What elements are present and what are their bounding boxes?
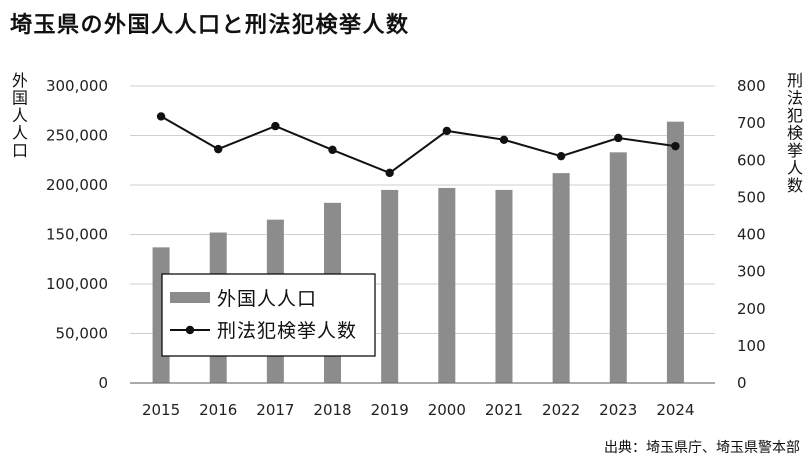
marker-2023 xyxy=(614,133,623,143)
legend-box xyxy=(161,273,376,357)
y-tick-label-right: 300 xyxy=(737,263,766,281)
y-tick-label-right: 100 xyxy=(737,337,766,355)
tick-labels: 0 50,000 100,000 150,000 200,000 250,000 300,0… xyxy=(46,77,766,419)
x-tick-label: 2023 xyxy=(599,401,637,419)
y-tick-label-left: 200,000 xyxy=(46,176,108,194)
y-axis-label-left: 外国人人口 xyxy=(9,72,28,160)
x-tick-label: 2019 xyxy=(371,401,409,419)
chart-title: 埼玉県の外国人人口と刑法犯検挙人数 xyxy=(10,13,410,38)
legend: 外国人人口 刑法犯検挙人数 xyxy=(161,273,376,357)
bar-2021 xyxy=(495,189,513,383)
y-tick-label-left: 0 xyxy=(98,374,108,392)
bar-2000 xyxy=(438,187,456,383)
series-line xyxy=(160,115,676,174)
x-tick-label: 2024 xyxy=(656,401,694,419)
line-series xyxy=(156,112,680,178)
bar-2023 xyxy=(609,152,627,383)
source-note: 出典：埼玉県庁、埼玉県警本部 xyxy=(604,440,800,456)
y-tick-label-left: 150,000 xyxy=(46,226,108,244)
y-tick-label-left: 300,000 xyxy=(46,77,108,95)
marker-2022 xyxy=(556,151,566,161)
x-tick-label: 2016 xyxy=(199,401,237,419)
legend-marker xyxy=(185,325,195,335)
x-tick-label: 2017 xyxy=(256,401,294,419)
bar-2022 xyxy=(552,173,570,383)
y-tick-label-left: 250,000 xyxy=(46,127,108,145)
marker-2017 xyxy=(271,121,280,131)
y-tick-label-right: 600 xyxy=(737,151,766,169)
y-axis-label-right: 刑法犯検挙人数 xyxy=(784,72,803,195)
x-tick-label: 2000 xyxy=(428,401,466,419)
y-tick-label-right: 0 xyxy=(737,374,747,392)
marker-2018 xyxy=(328,145,337,155)
marker-2000 xyxy=(442,126,452,136)
y-tick-label-right: 400 xyxy=(737,226,766,244)
marker-2024 xyxy=(671,141,680,151)
x-tick-label: 2021 xyxy=(485,401,523,419)
y-tick-label-right: 700 xyxy=(737,114,766,132)
legend-label-bar: 外国人人口 xyxy=(217,288,317,310)
x-tick-label: 2022 xyxy=(542,401,580,419)
y-tick-label-right: 500 xyxy=(737,188,766,206)
y-tick-label-right: 800 xyxy=(737,77,766,95)
x-tick-label: 2015 xyxy=(142,401,180,419)
marker-2016 xyxy=(214,144,223,154)
y-tick-label-right: 200 xyxy=(737,300,766,318)
marker-2021 xyxy=(499,135,509,145)
bar-2024 xyxy=(666,121,684,383)
y-tick-label-left: 100,000 xyxy=(46,275,108,293)
bar-2019 xyxy=(381,189,399,383)
y-tick-label-left: 50,000 xyxy=(56,325,109,343)
legend-swatch-bar xyxy=(170,292,210,303)
marker-2019 xyxy=(385,168,394,178)
marker-2015 xyxy=(156,112,166,121)
x-tick-label: 2018 xyxy=(313,401,351,419)
legend-label-line: 刑法犯検挙人数 xyxy=(217,320,357,342)
